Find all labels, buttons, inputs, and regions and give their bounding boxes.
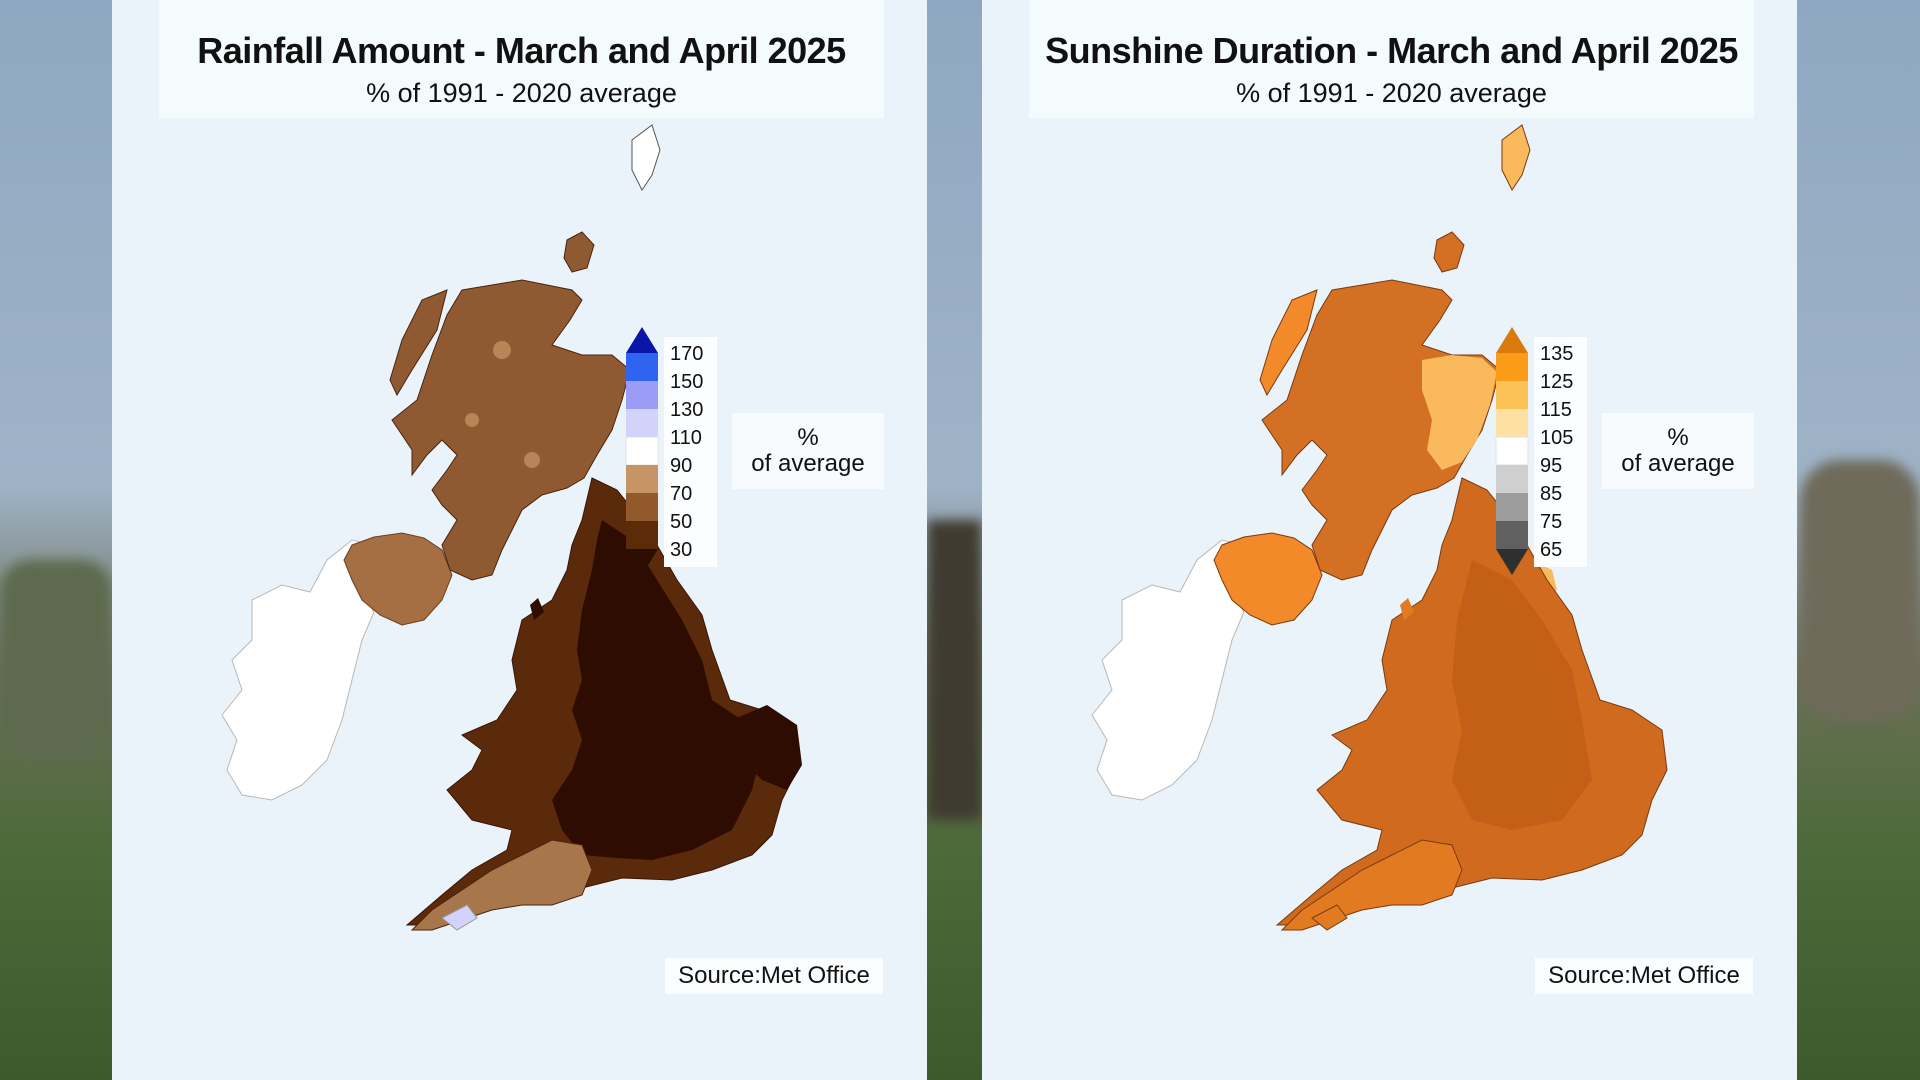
legend-label: 90 (670, 455, 693, 477)
legend-label: 75 (1540, 511, 1563, 533)
legend-label: 50 (670, 511, 693, 533)
legend-label: 150 (670, 371, 704, 393)
legend-label: 110 (670, 427, 702, 449)
triangle-up-icon (626, 327, 658, 353)
legend-label: 85 (1540, 483, 1563, 505)
legend-swatch (626, 353, 658, 381)
legend-label: 105 (1540, 427, 1574, 449)
triangle-down-icon (1496, 549, 1528, 575)
legend-swatch (1496, 381, 1528, 409)
rainfall-map-panel: Rainfall Amount - March and April 2025 %… (112, 0, 927, 1080)
rainfall-legend: 170 150 130 110 90 70 50 30 (624, 325, 724, 575)
isle-of-man-shape (1400, 598, 1414, 620)
legend-label: 135 (1540, 343, 1574, 365)
legend-label: 170 (670, 343, 704, 365)
triangle-down-icon (626, 549, 658, 575)
triangle-up-icon (1496, 327, 1528, 353)
legend-swatch (1496, 409, 1528, 437)
northern-ireland-shape (1213, 532, 1323, 626)
hebrides-shape (1259, 289, 1318, 397)
legend-swatch (626, 381, 658, 409)
legend-swatch (1496, 353, 1528, 381)
scotland-light-patch (465, 413, 479, 427)
legend-swatch (626, 521, 658, 549)
shetland-shape (1501, 124, 1531, 191)
legend-swatch (626, 493, 658, 521)
rainfall-unit-box: % of average (732, 413, 884, 489)
england-dark-region (552, 520, 762, 860)
sunshine-title-box: Sunshine Duration - March and April 2025… (1029, 0, 1754, 118)
unit-line-2: of average (1621, 450, 1735, 477)
legend-label: 125 (1540, 371, 1574, 393)
scotland-light-patch (493, 341, 511, 359)
rainfall-subtitle: % of 1991 - 2020 average (366, 78, 677, 108)
rainfall-map (221, 124, 802, 931)
legend-swatch (1496, 465, 1528, 493)
legend-label: 30 (670, 539, 693, 561)
scilly-shape (1311, 904, 1348, 931)
sunshine-subtitle: % of 1991 - 2020 average (1236, 78, 1547, 108)
legend-swatch (626, 465, 658, 493)
east-anglia-region (732, 705, 802, 790)
sunshine-title: Sunshine Duration - March and April 2025 (1045, 30, 1738, 71)
legend-label: 70 (670, 483, 693, 505)
legend-swatch (1496, 521, 1528, 549)
england-dark-region (1452, 560, 1592, 830)
background-tree (1800, 460, 1920, 720)
sunshine-legend-labels: 135 125 115 105 95 85 75 65 (1534, 337, 1587, 567)
ireland-shape (1091, 539, 1253, 801)
unit-line-1: % (797, 424, 819, 451)
scotland-shape (1261, 279, 1501, 581)
rainfall-legend-colorbar (625, 327, 659, 575)
background-tree (0, 560, 112, 760)
orkney-shape (1433, 231, 1465, 273)
northern-ireland-shape (343, 532, 453, 626)
unit-line-2: of average (751, 450, 865, 477)
scotland-light-patch (1422, 355, 1497, 470)
rainfall-title: Rainfall Amount - March and April 2025 (197, 30, 846, 71)
scotland-light-patch (524, 452, 540, 468)
rainfall-legend-labels: 170 150 130 110 90 70 50 30 (664, 337, 717, 567)
isle-of-man-shape (530, 598, 544, 620)
sunshine-legend-colorbar (1495, 327, 1529, 575)
orkney-shape (563, 231, 595, 273)
legend-label: 95 (1540, 455, 1563, 477)
hebrides-shape (389, 289, 448, 397)
background-figure (927, 520, 982, 820)
unit-line-1: % (1667, 424, 1689, 451)
rainfall-title-box: Rainfall Amount - March and April 2025 %… (159, 0, 884, 118)
legend-swatch (625, 436, 659, 466)
sunshine-map (1091, 124, 1668, 931)
sunshine-source: Source:Met Office (1535, 958, 1753, 994)
rainfall-source: Source:Met Office (665, 958, 883, 994)
sunshine-legend: 135 125 115 105 95 85 75 65 (1494, 325, 1594, 575)
sunshine-map-panel: Sunshine Duration - March and April 2025… (982, 0, 1797, 1080)
legend-label: 65 (1540, 539, 1563, 561)
legend-label: 130 (670, 399, 704, 421)
legend-swatch (626, 409, 658, 437)
sunshine-unit-box: % of average (1602, 413, 1754, 489)
scilly-shape (441, 904, 478, 931)
scotland-shape (391, 279, 631, 581)
legend-swatch (1495, 436, 1529, 466)
legend-swatch (1496, 493, 1528, 521)
legend-label: 115 (1540, 399, 1572, 421)
ireland-shape (221, 539, 383, 801)
shetland-shape (631, 124, 661, 191)
